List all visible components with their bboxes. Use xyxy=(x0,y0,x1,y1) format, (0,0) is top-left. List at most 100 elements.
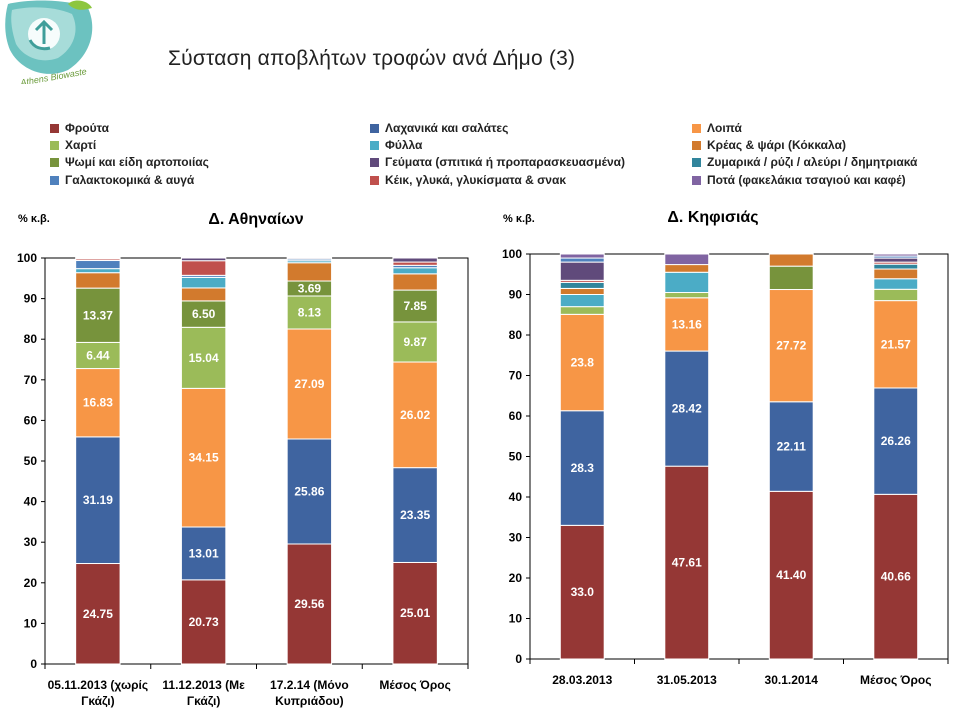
x-tick-label: 11.12.2013 (Με xyxy=(162,678,245,692)
bar-segment-drinks xyxy=(873,253,919,257)
bar-segment-paper xyxy=(392,321,438,363)
bar-segment-meals xyxy=(392,257,438,263)
y-tick-label: 90 xyxy=(509,288,523,302)
y-tick-label: 70 xyxy=(509,369,523,383)
page-title: Σύσταση αποβλήτων τροφών ανά Δήμο (3) xyxy=(168,47,576,70)
data-label: 13.16 xyxy=(672,317,702,331)
bar-segment-meals xyxy=(873,257,919,263)
y-tick-label: 20 xyxy=(24,576,38,590)
athens-biowaste-logo: Athens Biowaste xyxy=(5,0,93,84)
bar-segment-fruits xyxy=(75,563,121,665)
data-label: 6.44 xyxy=(86,348,110,362)
data-label: 23.8 xyxy=(571,356,595,370)
x-tick-label: Γκάζι) xyxy=(187,694,220,708)
data-label: 23.35 xyxy=(400,508,430,522)
bar-segment-veg xyxy=(559,410,605,526)
data-label: 15.04 xyxy=(189,351,219,365)
bar-segment-veg xyxy=(286,438,333,545)
bar-segment-veg xyxy=(873,387,919,495)
data-label: 47.61 xyxy=(672,556,702,570)
data-label: 7.85 xyxy=(403,299,427,313)
y-tick-label: 10 xyxy=(24,616,38,630)
data-label: 28.3 xyxy=(571,461,595,475)
y-tick-label: 20 xyxy=(509,571,523,585)
y-tick-label: 80 xyxy=(24,332,38,346)
bar-segment-fruits xyxy=(286,543,333,665)
data-label: 25.01 xyxy=(400,606,430,620)
data-label: 31.19 xyxy=(83,493,113,507)
data-label: 3.69 xyxy=(298,282,322,296)
chart-title: Δ. Αθηναίων xyxy=(208,211,303,228)
data-label: 24.75 xyxy=(83,607,113,621)
bar-segment-pasta xyxy=(873,263,919,270)
bar-segment-meals xyxy=(180,257,227,262)
data-label: 6.50 xyxy=(192,307,216,321)
bar-segment-bread xyxy=(392,289,438,323)
bar-segment-meatfish xyxy=(873,268,919,280)
data-label: 26.02 xyxy=(400,408,430,422)
x-tick-label: 28.03.2013 xyxy=(552,673,612,687)
y-tick-label: 80 xyxy=(509,328,523,342)
bar-segment-meatfish xyxy=(768,253,814,267)
chart-title: Δ. Κηφισιάς xyxy=(667,209,758,226)
data-label: 27.09 xyxy=(294,377,324,391)
data-label: 25.86 xyxy=(294,484,324,498)
bar-segment-drinks xyxy=(559,253,605,259)
data-label: 13.01 xyxy=(189,546,219,560)
bar-segment-paper xyxy=(75,341,121,370)
bar-segment-other xyxy=(180,387,227,528)
data-label: 21.57 xyxy=(881,337,911,351)
x-tick-label: Κυπριάδου) xyxy=(275,694,344,708)
bar-segment-dairy xyxy=(559,257,605,263)
bar-segment-other xyxy=(286,328,333,440)
bar-segment-other xyxy=(392,361,438,469)
x-tick-label: Μέσος Όρος xyxy=(379,678,450,692)
bar-segment-fruits xyxy=(392,561,438,665)
bar-segment-meals xyxy=(559,261,605,281)
data-label: 34.15 xyxy=(189,451,219,465)
data-label: 20.73 xyxy=(189,615,219,629)
y-tick-label: 70 xyxy=(24,373,38,387)
y-tick-label: 0 xyxy=(30,657,37,671)
data-label: 16.83 xyxy=(83,396,113,410)
bar-segment-other xyxy=(664,297,710,352)
y-tick-label: 100 xyxy=(17,251,37,265)
bar-segment-meatfish xyxy=(664,264,710,273)
y-tick-label: 90 xyxy=(24,292,38,306)
y-tick-label: 30 xyxy=(24,535,38,549)
bar-segment-fruits xyxy=(180,579,227,665)
bar-segment-leaves xyxy=(873,278,919,290)
data-label: 27.72 xyxy=(776,339,806,353)
data-label: 29.56 xyxy=(294,597,324,611)
bar-segment-drinks xyxy=(664,253,710,266)
data-label: 13.37 xyxy=(83,308,113,322)
data-label: 33.0 xyxy=(571,585,595,599)
data-label: 22.11 xyxy=(777,440,807,454)
bar-segment-bread xyxy=(75,287,121,343)
y-tick-label: 40 xyxy=(24,495,38,509)
y-tick-label: 60 xyxy=(24,413,38,427)
bar-segment-fruits xyxy=(768,490,814,660)
y-tick-label: 50 xyxy=(509,450,523,464)
bar-segment-other xyxy=(873,300,919,389)
x-tick-label: 05.11.2013 (χωρίς xyxy=(48,678,149,692)
chart-athens: 0 10 20 30 40 50 60 70 80 90 100 % κ.β. Δ. Αθηναίων 2… xyxy=(17,211,469,708)
y-tick-label: 50 xyxy=(24,454,38,468)
bar-segment-leaves xyxy=(559,294,605,308)
bar-segment-fruits xyxy=(873,493,919,660)
bar-segment-other xyxy=(559,313,605,412)
bar-segment-pasta xyxy=(559,281,605,289)
bar-segment-fruits xyxy=(559,524,605,660)
x-tick-label: Γκάζι) xyxy=(81,694,114,708)
data-label: 28.42 xyxy=(672,402,702,416)
bar-segment-fruits xyxy=(664,465,710,660)
bar-segment-paper xyxy=(559,306,605,315)
y-axis-label: % κ.β. xyxy=(18,213,50,225)
x-tick-label: 30.1.2014 xyxy=(765,673,819,687)
y-tick-label: 10 xyxy=(509,612,523,626)
bar-segment-veg xyxy=(180,526,227,581)
bar-segment-paper xyxy=(664,292,710,299)
x-tick-label: Μέσος Όρος xyxy=(860,673,931,687)
data-label: 8.13 xyxy=(298,306,322,320)
